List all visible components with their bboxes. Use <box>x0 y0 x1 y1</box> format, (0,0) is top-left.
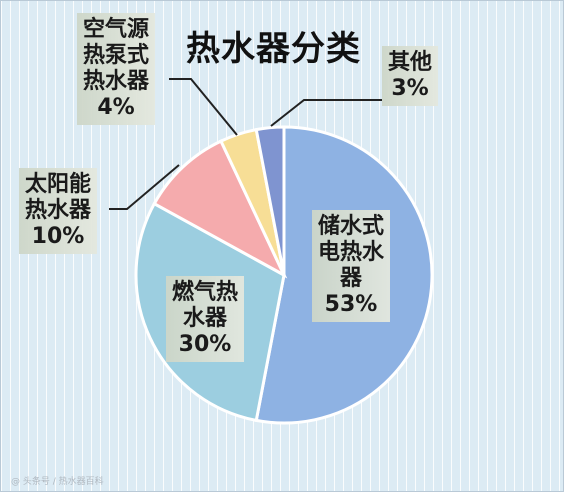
slice-label-line: 水器 <box>183 306 228 331</box>
slice-label-line: 器 <box>340 266 363 291</box>
slice-label-other: 其他 3% <box>382 46 439 106</box>
slice-percent: 4% <box>97 95 135 120</box>
slice-label-line: 其他 <box>388 50 433 75</box>
slice-percent: 53% <box>324 292 378 317</box>
pie-slice-other <box>254 125 286 276</box>
slice-label-line: 储水式 <box>318 214 385 239</box>
leader-line-solar <box>109 164 180 210</box>
slice-label-air-source: 空气源 热泵式 热水器 4% <box>77 13 156 125</box>
slice-label-line: 热水器 <box>83 69 150 94</box>
slice-label-line: 太阳能 <box>25 172 92 197</box>
slice-label-line: 电热水 <box>318 240 385 265</box>
slice-percent: 30% <box>178 332 232 357</box>
leader-line-other <box>270 99 382 127</box>
slice-percent: 10% <box>31 224 85 249</box>
slice-label-solar: 太阳能 热水器 10% <box>19 168 98 254</box>
slice-label-gas: 燃气热 水器 30% <box>166 276 245 362</box>
slice-label-line: 燃气热 <box>172 280 239 305</box>
leader-line-air-source <box>169 78 238 136</box>
pie-slice-solar <box>152 139 288 279</box>
slice-percent: 3% <box>391 76 429 101</box>
slice-label-line: 空气源 <box>83 17 150 42</box>
slice-label-line: 热水器 <box>25 198 92 223</box>
slice-label-line: 热泵式 <box>83 43 150 68</box>
chart-title: 热水器分类 <box>186 29 361 69</box>
watermark: @ 头条号 / 热水器百科 <box>11 477 104 487</box>
slice-label-storage: 储水式 电热水 器 53% <box>312 210 391 322</box>
